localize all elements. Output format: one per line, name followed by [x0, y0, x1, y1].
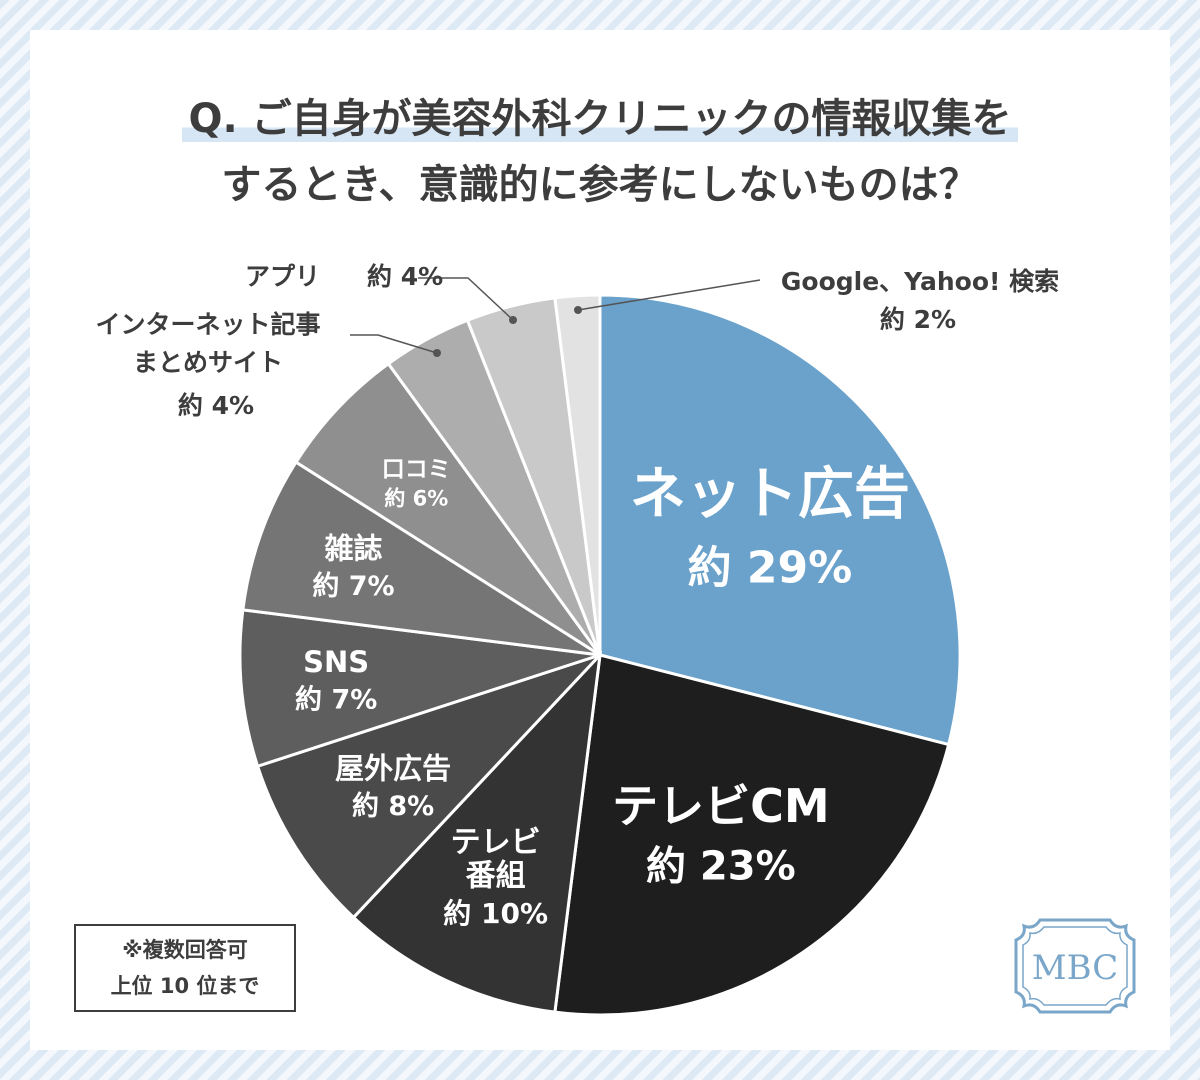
- mbc-logo: MBC: [1014, 918, 1136, 1014]
- slice-4-name: 屋外広告: [335, 751, 451, 785]
- slice-5-name: SNS: [303, 645, 369, 679]
- note-box: ※複数回答可 上位 10 位まで: [74, 924, 296, 1012]
- slice-2-wedge: [553, 653, 951, 1017]
- slice-4-wedge: [255, 653, 602, 920]
- slice-8-name-line-1: インターネット記事: [95, 310, 320, 339]
- slice-9-value: 約 4%: [367, 262, 443, 291]
- slice-2-value: 約 23%: [646, 844, 796, 890]
- slice-10-leader-line: [577, 279, 761, 311]
- slice-7-name: 口コミ: [382, 457, 451, 483]
- slice-1-wedge: [598, 293, 962, 747]
- chart-title-line-2: するとき、意識的に参考にしないものは？: [0, 152, 1200, 210]
- slice-10-wedge: [553, 293, 602, 656]
- slice-7-value: 約 6%: [384, 486, 448, 510]
- slice-1-name: ネット広告: [630, 462, 910, 527]
- slice-5-wedge: [238, 608, 601, 769]
- chart-title-text-2: するとき、意識的に参考にしないものは？: [221, 162, 979, 208]
- slice-6-value: 約 7%: [312, 570, 394, 602]
- note-line-1: ※複数回答可: [122, 938, 248, 962]
- chart-title-line-1: Q. ご自身が美容外科クリニックの情報収集を: [0, 86, 1200, 144]
- logo-frame: [1014, 918, 1136, 1014]
- slice-8-name-line-2: まとめサイト: [133, 348, 283, 377]
- slice-5-value: 約 7%: [295, 684, 377, 716]
- slice-10-name: Google、Yahoo! 検索: [781, 267, 1059, 296]
- logo-frame-inner: [1022, 926, 1128, 1006]
- slice-5-label: SNS 約 7%: [295, 645, 377, 716]
- slice-3-name-line-1: テレビ: [451, 825, 541, 860]
- slice-1-value: 約 29%: [688, 542, 853, 593]
- slice-9-name: アプリ: [245, 262, 320, 291]
- slice-8-value: 約 4%: [178, 391, 254, 420]
- slice-8-leader-dot: [433, 349, 441, 357]
- slice-8-leader-line: [350, 334, 438, 354]
- slice-9-leader-dot: [509, 316, 517, 324]
- slice-7-wedge: [293, 361, 602, 657]
- slice-3-value: 約 10%: [443, 897, 548, 930]
- slice-9-leader-line: [418, 277, 514, 321]
- slice-2-name: テレビCM: [612, 779, 830, 833]
- logo-text: MBC: [1032, 948, 1118, 988]
- slice-10-leader-dot: [574, 306, 582, 314]
- slice-3-wedge: [351, 650, 603, 1014]
- note-line-2: 上位 10 位まで: [110, 974, 260, 998]
- slice-6-name: 雑誌: [323, 531, 382, 565]
- slice-4-value: 約 8%: [352, 790, 434, 822]
- slice-3-name-line-2: 番組: [466, 858, 526, 893]
- slice-2-label: テレビCM 約 23%: [612, 779, 830, 890]
- slice-6-label: 雑誌約 7%: [312, 531, 394, 602]
- slice-6-wedge: [241, 460, 601, 657]
- chart-title-text-1: Q. ご自身が美容外科クリニックの情報収集を: [182, 96, 1018, 142]
- slice-10-value: 約 2%: [880, 305, 956, 334]
